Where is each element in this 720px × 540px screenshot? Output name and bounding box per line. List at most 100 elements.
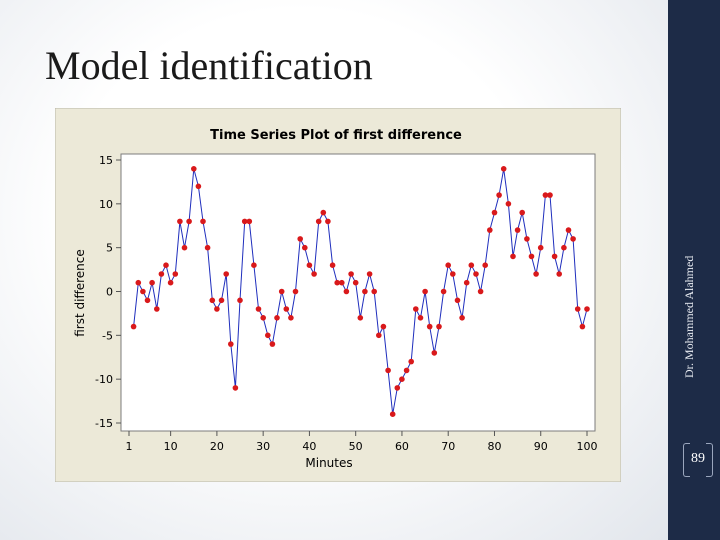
data-point bbox=[450, 271, 456, 277]
data-point bbox=[482, 262, 489, 268]
x-tick-label: 30 bbox=[256, 440, 270, 453]
x-tick-label: 70 bbox=[441, 440, 455, 453]
data-point bbox=[468, 262, 475, 268]
data-point bbox=[491, 209, 498, 216]
y-tick-label: 15 bbox=[99, 154, 113, 167]
data-point bbox=[158, 271, 165, 277]
data-point bbox=[459, 315, 465, 321]
data-point bbox=[426, 323, 433, 330]
data-point bbox=[140, 288, 146, 295]
data-point bbox=[514, 227, 521, 233]
chart-title: Time Series Plot of first difference bbox=[210, 128, 462, 143]
data-point bbox=[163, 262, 169, 268]
data-point bbox=[283, 306, 290, 312]
data-point bbox=[417, 315, 424, 321]
data-point bbox=[408, 358, 415, 365]
data-point bbox=[334, 279, 341, 286]
x-tick-label: 60 bbox=[395, 440, 409, 453]
data-point bbox=[228, 341, 234, 347]
data-point bbox=[191, 166, 197, 172]
y-axis-label: first difference bbox=[73, 249, 87, 337]
data-point bbox=[376, 332, 382, 339]
y-tick-label: 5 bbox=[106, 242, 113, 255]
data-point bbox=[232, 385, 239, 391]
data-point bbox=[579, 323, 586, 330]
data-point bbox=[172, 271, 179, 277]
x-tick-label: 10 bbox=[164, 440, 178, 453]
data-point bbox=[274, 315, 280, 321]
data-point bbox=[278, 288, 285, 295]
x-tick-label: 1 bbox=[126, 440, 133, 453]
data-point bbox=[440, 288, 447, 295]
slide-title: Model identification bbox=[45, 43, 373, 88]
data-point bbox=[496, 192, 502, 198]
data-point bbox=[302, 244, 308, 251]
data-point bbox=[380, 323, 387, 330]
data-point bbox=[519, 209, 525, 216]
data-point bbox=[533, 271, 539, 277]
data-point bbox=[135, 279, 142, 286]
x-tick-label: 80 bbox=[487, 440, 501, 453]
author-label: Dr. Mohammed Alahmed bbox=[682, 255, 696, 378]
data-point bbox=[177, 218, 183, 225]
x-axis-label: Minutes bbox=[305, 456, 352, 470]
data-point bbox=[343, 288, 350, 295]
page-number: 89 bbox=[691, 451, 705, 466]
data-point bbox=[574, 306, 581, 312]
data-point bbox=[477, 288, 484, 295]
chart-container: Time Series Plot of first difference Min… bbox=[54, 107, 622, 483]
data-point bbox=[218, 297, 225, 304]
data-point bbox=[510, 253, 516, 260]
data-point bbox=[288, 315, 294, 321]
data-point bbox=[352, 279, 359, 286]
axis-ticks: 1 10 20 30 40 50 60 70 80 90 100 -15 -10 -5 0 5 10 15 bbox=[95, 154, 597, 453]
data-point bbox=[584, 306, 590, 312]
data-point bbox=[246, 218, 253, 225]
x-tick-label: 50 bbox=[349, 440, 363, 453]
data-point bbox=[463, 279, 470, 286]
data-point bbox=[385, 367, 391, 374]
data-point bbox=[329, 262, 336, 268]
data-point bbox=[306, 262, 313, 268]
data-point bbox=[487, 227, 493, 233]
data-point bbox=[181, 244, 188, 251]
data-point bbox=[325, 218, 331, 225]
data-point bbox=[186, 218, 192, 225]
data-point bbox=[209, 297, 216, 304]
data-point bbox=[269, 341, 276, 347]
data-point bbox=[255, 306, 262, 312]
data-point bbox=[500, 166, 507, 172]
data-point bbox=[561, 244, 567, 251]
data-point bbox=[223, 271, 229, 277]
data-point bbox=[251, 262, 257, 268]
data-point bbox=[542, 192, 549, 198]
data-point bbox=[422, 288, 428, 295]
data-point bbox=[204, 244, 211, 251]
data-point bbox=[473, 271, 479, 277]
data-point bbox=[431, 350, 438, 356]
data-point bbox=[167, 279, 174, 286]
data-point bbox=[394, 385, 401, 391]
data-point bbox=[339, 279, 345, 286]
data-point bbox=[315, 218, 322, 225]
y-tick-label: 0 bbox=[106, 286, 113, 299]
series-layer bbox=[130, 166, 590, 418]
data-point bbox=[154, 306, 160, 312]
data-point bbox=[237, 297, 243, 304]
data-point bbox=[454, 297, 461, 304]
data-point bbox=[505, 201, 512, 207]
data-point bbox=[144, 297, 151, 304]
time-series-chart: Time Series Plot of first difference Min… bbox=[54, 107, 622, 483]
data-point bbox=[357, 315, 364, 321]
data-point bbox=[297, 236, 303, 242]
y-tick-label: 10 bbox=[99, 198, 113, 211]
data-point bbox=[547, 192, 553, 198]
y-tick-label: -15 bbox=[95, 417, 113, 430]
data-point bbox=[149, 279, 155, 286]
x-tick-label: 100 bbox=[577, 440, 598, 453]
data-point bbox=[366, 271, 373, 277]
data-point bbox=[436, 323, 442, 330]
data-point bbox=[260, 315, 266, 321]
x-tick-label: 40 bbox=[302, 440, 316, 453]
data-point bbox=[413, 306, 419, 312]
